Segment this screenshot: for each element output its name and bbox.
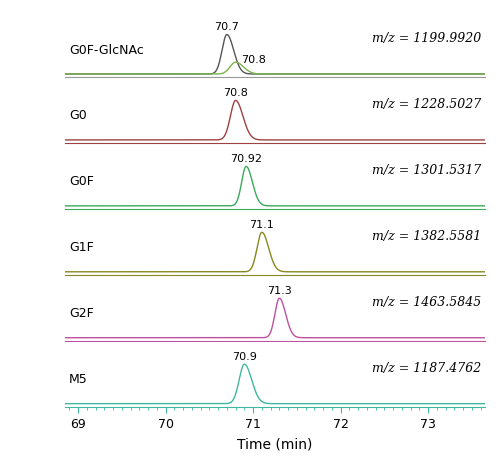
Text: m/z = 1228.5027: m/z = 1228.5027 <box>372 98 481 111</box>
Text: 70.8: 70.8 <box>223 88 248 98</box>
Text: G1F: G1F <box>69 241 94 254</box>
Text: m/z = 1199.9920: m/z = 1199.9920 <box>372 32 481 45</box>
Text: G0: G0 <box>69 109 87 122</box>
Text: 70.8: 70.8 <box>241 55 266 65</box>
Text: 71.1: 71.1 <box>250 220 274 230</box>
Text: 70.92: 70.92 <box>230 154 262 164</box>
Text: 70.7: 70.7 <box>214 22 240 32</box>
Text: M5: M5 <box>69 372 88 386</box>
Text: m/z = 1187.4762: m/z = 1187.4762 <box>372 361 481 374</box>
Text: G0F: G0F <box>69 175 94 188</box>
Text: 71.3: 71.3 <box>267 285 292 296</box>
Text: 70.9: 70.9 <box>232 351 257 361</box>
Text: m/z = 1301.5317: m/z = 1301.5317 <box>372 164 481 177</box>
Text: m/z = 1463.5845: m/z = 1463.5845 <box>372 296 481 308</box>
X-axis label: Time (min): Time (min) <box>238 437 312 450</box>
Text: m/z = 1382.5581: m/z = 1382.5581 <box>372 230 481 243</box>
Text: G0F-GlcNAc: G0F-GlcNAc <box>69 44 144 56</box>
Text: G2F: G2F <box>69 307 94 319</box>
